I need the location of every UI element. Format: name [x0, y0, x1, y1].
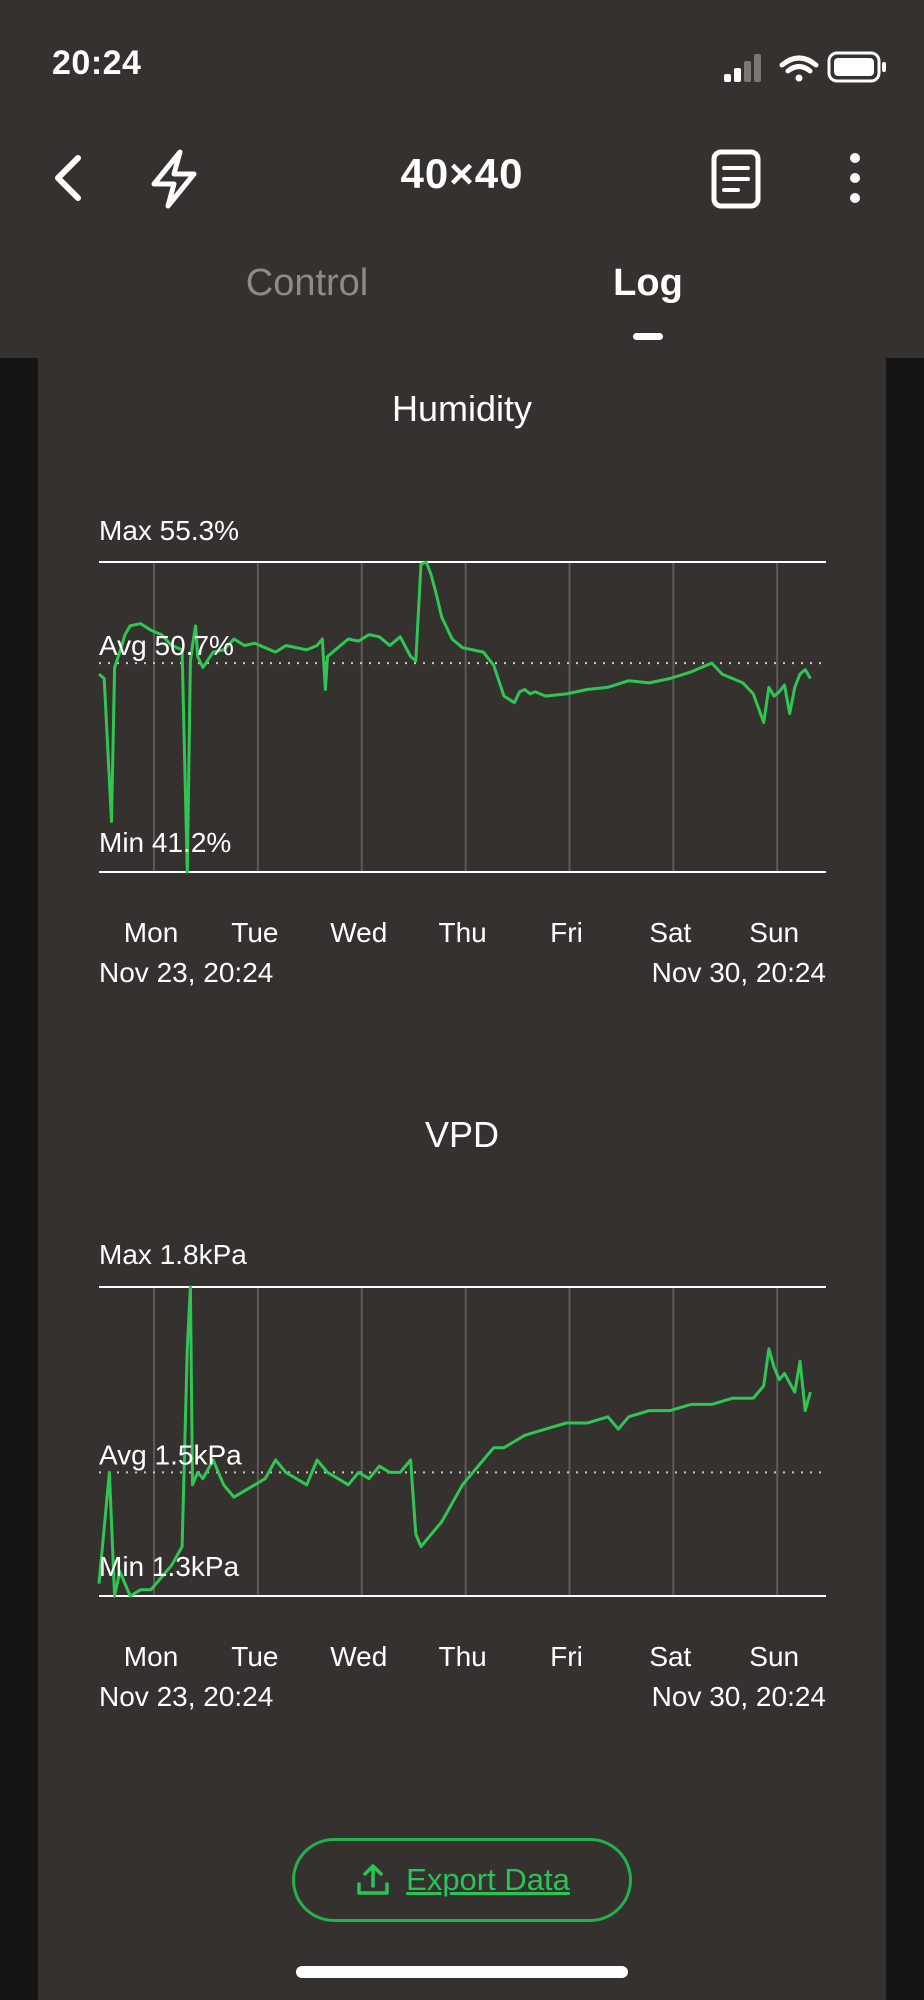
vpd-data-line	[97, 1285, 812, 1598]
vpd-end-date: Nov 30, 20:24	[652, 1681, 826, 1712]
top-bar: 20:24 40×40	[0, 0, 924, 358]
vpd-chart-title: VPD	[424, 1114, 500, 1155]
humidity-day-label: Sun	[749, 917, 799, 948]
vpd-day-label: Fri	[550, 1641, 583, 1672]
humidity-data-line	[98, 560, 812, 874]
status-time: 20:24	[52, 44, 142, 82]
vpd-day-label: Thu	[438, 1641, 486, 1672]
humidity-day-label: Fri	[550, 917, 583, 948]
log-panel	[38, 358, 886, 2000]
status-icons	[724, 51, 886, 83]
humidity-day-label: Wed	[330, 917, 387, 948]
chevron-left-icon	[55, 155, 81, 201]
active-tab-indicator	[633, 333, 663, 340]
document-icon	[711, 149, 761, 209]
humidity-day-label: Thu	[438, 917, 486, 948]
tab-control[interactable]: Control	[245, 262, 369, 304]
vpd-min-label: Min 1.3kPa	[99, 1551, 239, 1582]
battery-icon	[827, 51, 886, 83]
humidity-day-label: Mon	[124, 917, 178, 948]
wifi-icon	[779, 55, 819, 82]
humidity-max-label: Max 55.3%	[99, 515, 239, 546]
humidity-chart-title: Humidity	[391, 388, 533, 429]
vpd-avg-label: Avg 1.5kPa	[99, 1439, 242, 1470]
document-button[interactable]	[710, 148, 762, 210]
humidity-day-label: Tue	[231, 917, 278, 948]
vpd-day-label: Sun	[749, 1641, 799, 1672]
vpd-day-label: Wed	[330, 1641, 387, 1672]
humidity-avg-label: Avg 50.7%	[99, 630, 234, 661]
humidity-start-date: Nov 23, 20:24	[99, 957, 273, 988]
vpd-day-label: Mon	[124, 1641, 178, 1672]
vpd-day-label: Tue	[231, 1641, 278, 1672]
vpd-start-date: Nov 23, 20:24	[99, 1681, 273, 1712]
power-button[interactable]	[146, 148, 202, 210]
humidity-min-label: Min 41.2%	[99, 827, 231, 858]
lightning-bolt-icon	[151, 149, 197, 209]
back-button[interactable]	[44, 146, 92, 210]
vpd-max-label: Max 1.8kPa	[99, 1239, 247, 1270]
export-data-label: Export Data	[406, 1862, 570, 1897]
home-indicator	[296, 1966, 628, 1978]
export-data-button[interactable]: Export Data	[292, 1838, 632, 1922]
tab-log[interactable]: Log	[613, 262, 683, 304]
more-vertical-icon	[850, 153, 860, 203]
vpd-day-label: Sat	[649, 1641, 691, 1672]
humidity-day-label: Sat	[649, 917, 691, 948]
upload-icon	[357, 1864, 389, 1895]
more-button[interactable]	[840, 150, 870, 206]
cellular-signal-icon	[724, 54, 761, 82]
page-title: 40×40	[400, 150, 524, 197]
humidity-end-date: Nov 30, 20:24	[652, 957, 826, 988]
